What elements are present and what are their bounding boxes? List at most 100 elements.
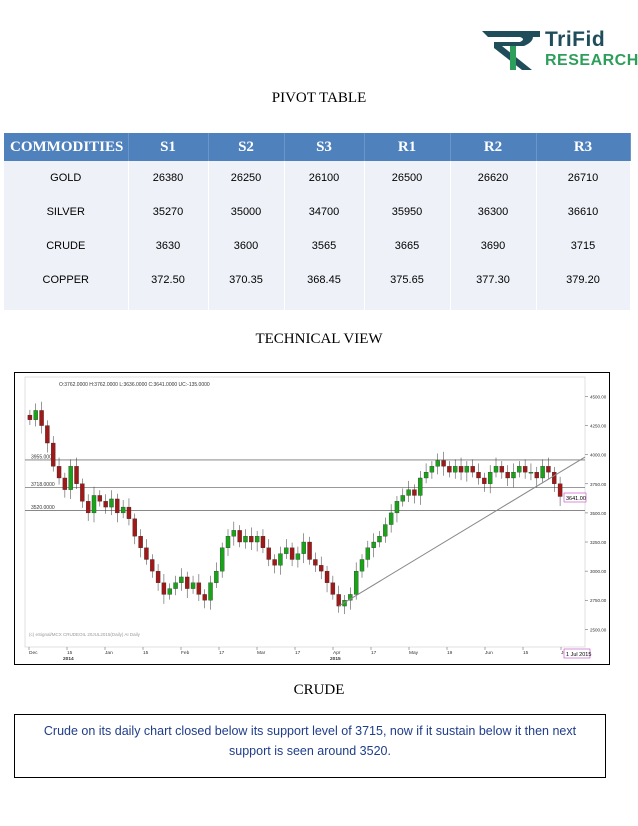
y-tick-label: 3250.00 [590,540,607,545]
candle-body [458,466,464,473]
candle-body [80,483,85,502]
candle-body [91,495,97,514]
table-cell [364,297,451,310]
pivot-header-row: COMMODITIES S1 S2 S3 R1 R2 R3 [4,133,631,161]
table-cell: 26710 [536,161,631,195]
candle-body [120,506,126,514]
candle-body [546,466,551,473]
candle-body [155,570,161,583]
header-r2: R2 [450,133,537,161]
x-tick-label: 17 [371,650,377,656]
chart-canvas: 3955.0000 3718.0000 3520.0000 4500.00 4250.… [15,373,609,664]
x-tick-label: May [409,650,419,656]
current-price-label: 3641.00 [566,496,586,502]
table-row: GOLD 26380 26250 26100 26500 26620 26710 [4,161,631,195]
candle-body [74,466,79,484]
candle-body [429,466,435,473]
table-cell: 36300 [450,195,537,229]
level-label: 3718.0000 [31,482,55,488]
x-tick-label: 19 [447,650,453,656]
candle-body [295,553,301,560]
table-cell: 3690 [450,229,537,263]
candle-body [56,466,62,479]
x-tick-label: Apr [333,650,341,656]
candle-body [190,582,196,589]
candle-body [97,495,103,502]
candle-body [330,582,336,595]
candle-body [161,582,167,595]
table-cell: SILVER [4,195,129,229]
table-cell: 3715 [536,229,631,263]
candle-body [487,472,493,484]
logo-text-trifid: TriFid [545,28,606,51]
candle-body [342,600,347,607]
candle-body [132,518,137,537]
candle-body [540,466,545,479]
candle-body [208,582,213,601]
candle-body [534,472,539,479]
candle-body [324,570,330,583]
table-cell: 26500 [364,161,451,195]
candle-body [284,547,289,554]
candle-body [470,466,475,473]
table-cell: 35270 [128,195,209,229]
header-r3: R3 [536,133,631,161]
header-s2: S2 [208,133,285,161]
candle-body [185,576,190,589]
x-tick-label: Jan [105,650,113,656]
candle-body [272,559,277,566]
candle-body [412,489,417,496]
candle-body [237,530,242,543]
chart-watermark: (c) eSignal/MCX CRUDEOIL 20JUL2015(Daily… [29,632,141,637]
header-s3: S3 [284,133,365,161]
table-cell: 379.20 [536,263,631,297]
candle-body [85,501,91,514]
candle-body [476,472,481,479]
candle-body [365,547,371,560]
technical-view-title: TECHNICAL VIEW [255,331,383,347]
candle-body [499,466,505,473]
x-tick-label: 15 [67,650,73,656]
x-tick-label: Mar [257,650,266,656]
candle-body [505,472,510,479]
table-cell: 34700 [284,195,365,229]
table-cell: 3600 [208,229,285,263]
candle-body [435,460,440,467]
table-cell [128,297,209,310]
table-cell: 26380 [128,161,209,195]
candle-body [552,472,557,484]
table-cell [284,297,365,310]
candle-body [179,576,184,583]
candle-body [528,472,534,474]
x-tick-label: 17 [219,650,225,656]
y-tick-label: 4500.00 [590,394,607,399]
candle-body [377,536,382,543]
x-year-label: 2015 [330,656,341,662]
candle-body [39,410,44,426]
y-tick-label: 2750.00 [590,598,607,603]
candle-body [27,414,33,420]
header-r1: R1 [364,133,451,161]
candle-body [301,541,306,554]
x-tick-label: Dec [29,650,38,656]
candle-body [307,541,312,560]
x-tick-label: 15 [523,650,529,656]
candle-body [109,498,114,508]
table-cell: 368.45 [284,263,365,297]
candle-body [231,530,237,537]
pivot-table: COMMODITIES S1 S2 S3 R1 R2 R3 GOLD 26380… [4,133,631,310]
candle-body [167,588,172,595]
candle-body [254,536,260,543]
candle-body [423,472,429,479]
trendline [338,456,586,607]
candle-body [464,466,470,473]
candle-body [441,460,446,467]
logo-text-research: RESEARCH [545,52,638,69]
candle-body [243,536,248,543]
y-tick-label: 4000.00 [590,453,607,458]
candle-body [522,466,528,473]
candle-body [493,466,499,473]
table-cell [536,297,631,310]
candle-body [68,466,73,490]
crude-commentary-text: Crude on its daily chart closed below it… [43,724,577,758]
